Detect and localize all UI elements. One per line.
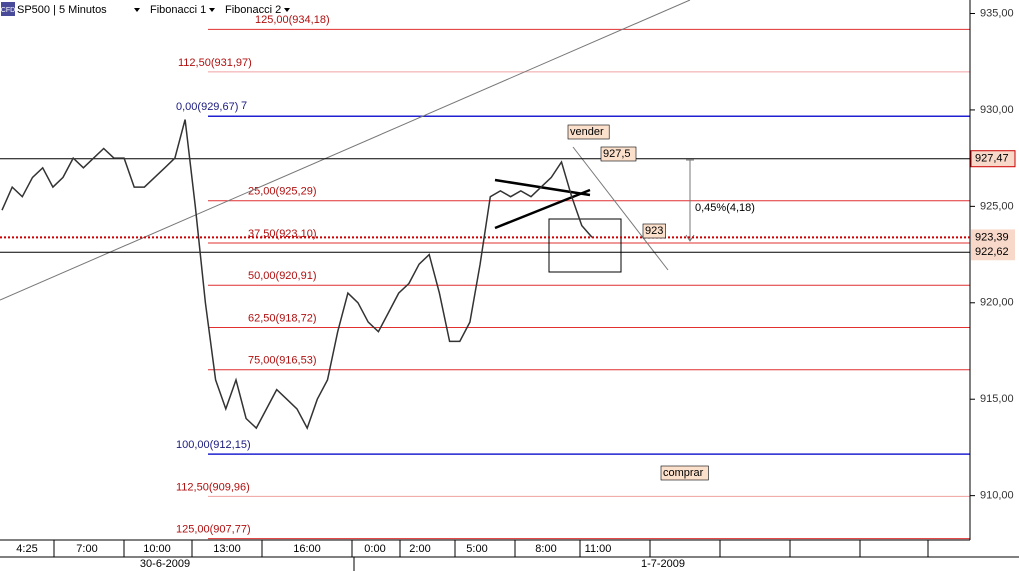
annotation-box	[600, 146, 637, 162]
annotation: comprar	[663, 467, 704, 479]
x-tick-label: 7:00	[76, 543, 97, 555]
plot-area: 125,00(934,18) 112,50(931,97) 0,00(929,67)…	[176, 14, 970, 540]
logo: CFD	[1, 7, 15, 14]
fib-label: 25,00(925,29)	[248, 186, 317, 198]
y-tick-label: 925,00	[980, 200, 1014, 212]
x-tick-label: 4:25	[16, 543, 37, 555]
price-line-series	[1, 119, 593, 430]
price-tag-label: 922,62	[975, 246, 1009, 258]
x-axis	[0, 540, 1019, 571]
fib-label: 0,00(929,67)	[176, 101, 238, 113]
annotation: vender	[570, 126, 604, 138]
symbol[interactable]: SP500 | 5 Minutos	[17, 4, 107, 16]
y-tick-label: 920,00	[980, 297, 1014, 309]
date-label: 30-6-2009	[140, 558, 190, 570]
price-tag	[971, 229, 1015, 246]
x-tick-label: 0:00	[364, 543, 385, 555]
fib-label: 50,00(920,91)	[248, 270, 317, 282]
dropdown[interactable]	[209, 8, 215, 12]
price-tag	[970, 150, 1016, 168]
dropdown[interactable]	[134, 8, 140, 12]
annotation: 923	[645, 225, 663, 237]
y-tick-label: 930,00	[980, 104, 1014, 116]
y-tick-label: 910,00	[980, 490, 1014, 502]
box	[548, 218, 622, 273]
sell-line	[572, 146, 669, 271]
y-tick-label: 935,00	[980, 7, 1014, 19]
annotation: 927,5	[603, 148, 631, 160]
annotation-box	[660, 465, 709, 481]
trend-line	[0, 0, 691, 301]
fib-label: 75,00(916,53)	[248, 355, 317, 367]
x-tick-label: 5:00	[466, 543, 487, 555]
triangle-line	[494, 178, 591, 197]
fib-label: 112,50(931,97)	[178, 57, 252, 69]
x-tick-label: 11:00	[585, 543, 612, 555]
x-tick-label: 13:00	[213, 543, 241, 555]
annotation-box	[642, 223, 666, 239]
dropdown[interactable]	[284, 8, 290, 12]
fib-label: 100,00(912,15)	[176, 439, 251, 451]
price-tag-label: 927,47	[975, 153, 1009, 165]
annotation: 0,45%(4,18)	[695, 202, 755, 214]
menu[interactable]: Fibonacci 1	[150, 4, 206, 16]
y-axis	[970, 0, 1019, 571]
toolbar: CFD SP500 | 5 Minutos Fibonacci 1 Fibona…	[1, 2, 290, 16]
menu[interactable]: Fibonacci 2	[225, 4, 281, 16]
fib-label: 125,00(934,18)	[255, 14, 330, 26]
y-tick-label: 915,00	[980, 393, 1014, 405]
x-tick-label: 2:00	[409, 543, 430, 555]
date-label: 1-7-2009	[641, 558, 685, 570]
annotation: 7	[241, 100, 247, 112]
fib-label: 112,50(909,96)	[176, 481, 250, 493]
annotation-box	[567, 124, 610, 140]
x-tick-label: 16:00	[293, 543, 321, 555]
price-tag	[971, 244, 1015, 261]
fib-label: 62,50(918,72)	[248, 312, 317, 324]
fib-label: 125,00(907,77)	[176, 524, 251, 536]
triangle-line	[494, 188, 591, 230]
price-tag-label: 923,39	[975, 231, 1009, 243]
x-tick-label: 8:00	[535, 543, 556, 555]
x-tick-label: 10:00	[143, 543, 171, 555]
fib-label: 37,50(923,10)	[248, 228, 317, 240]
logo-box	[1, 2, 15, 16]
